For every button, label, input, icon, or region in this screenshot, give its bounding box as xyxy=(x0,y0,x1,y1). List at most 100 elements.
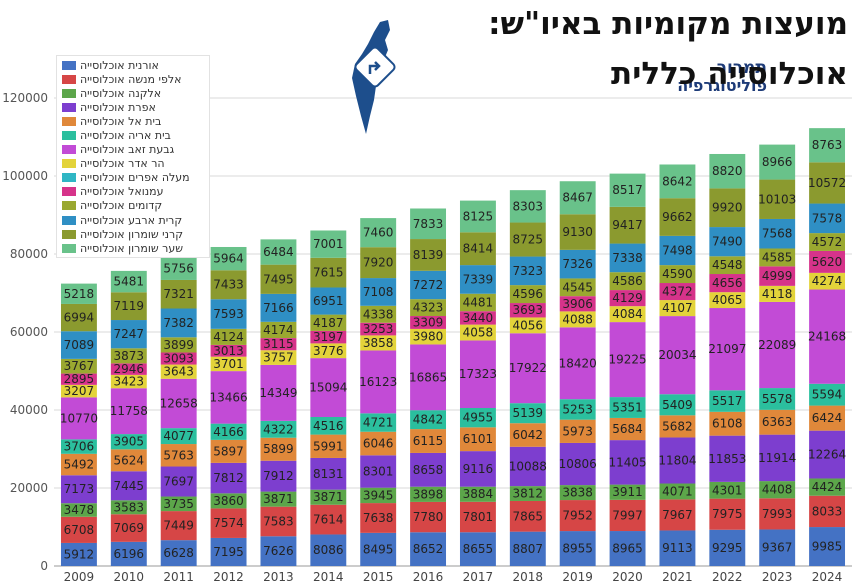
bar-segment xyxy=(609,206,646,244)
bar-segment xyxy=(310,534,347,566)
bar-segment xyxy=(709,227,746,257)
bar-segment xyxy=(310,287,347,315)
data-label: 4174 xyxy=(263,323,294,337)
bar-segment xyxy=(260,536,297,566)
x-tick-label: 2016 xyxy=(413,570,444,584)
data-label: 5991 xyxy=(313,439,344,453)
bar-segment xyxy=(609,243,646,273)
x-tick-label: 2024 xyxy=(812,570,843,584)
bar-segment xyxy=(509,222,546,257)
data-label: 3693 xyxy=(513,303,544,317)
bar-segment xyxy=(110,374,147,389)
bar-segment xyxy=(60,453,97,476)
data-label: 5481 xyxy=(114,275,145,289)
data-label: 3478 xyxy=(64,503,95,517)
bar-segment xyxy=(509,486,546,501)
bar-segment xyxy=(709,256,746,275)
bar-segment xyxy=(709,390,746,412)
data-label: 5409 xyxy=(662,398,693,412)
bar-segment xyxy=(310,358,347,417)
bar-segment xyxy=(709,411,746,436)
data-label: 3643 xyxy=(163,365,194,379)
data-label: 16865 xyxy=(409,370,447,384)
x-tick-label: 2009 xyxy=(64,570,95,584)
bar-segment xyxy=(759,179,796,219)
data-label: 3423 xyxy=(114,375,145,389)
data-label: 9116 xyxy=(463,462,494,476)
bar-segment xyxy=(709,188,746,228)
data-label: 4077 xyxy=(163,429,194,443)
data-label: 4999 xyxy=(762,269,793,283)
data-label: 3899 xyxy=(163,338,194,352)
x-tick-label: 2021 xyxy=(662,570,693,584)
data-label: 10088 xyxy=(509,459,547,473)
x-tick-label: 2019 xyxy=(562,570,593,584)
bar-segment xyxy=(210,344,247,357)
legend-item: אורנית אוכלוסייה xyxy=(57,58,209,72)
bar-segment xyxy=(509,317,546,334)
bar-segment xyxy=(459,532,496,566)
data-label: 5897 xyxy=(213,444,244,458)
legend-item: קדומים אוכלוסייה xyxy=(57,199,209,213)
data-label: 4338 xyxy=(363,307,394,321)
bar-segment xyxy=(210,493,247,509)
data-label: 4721 xyxy=(363,416,394,430)
data-label: 5253 xyxy=(562,402,593,416)
data-label: 7920 xyxy=(363,256,394,270)
bar-segment xyxy=(160,444,197,467)
data-label: 11914 xyxy=(758,451,796,465)
bar-segment xyxy=(759,388,796,410)
bar-segment xyxy=(609,290,646,307)
data-label: 8965 xyxy=(612,542,643,556)
data-label: 4129 xyxy=(612,291,643,305)
data-label: 7321 xyxy=(163,287,194,301)
bar-segment xyxy=(559,249,596,279)
bar-segment xyxy=(759,144,796,180)
bar-segment xyxy=(809,272,846,290)
bar-segment xyxy=(310,343,347,359)
bar-segment xyxy=(509,285,546,304)
data-label: 7119 xyxy=(114,299,145,313)
x-tick-label: 2012 xyxy=(213,570,244,584)
bar-segment xyxy=(210,328,247,345)
data-label: 21097 xyxy=(708,342,746,356)
bar-segment xyxy=(260,264,297,294)
bar-segment xyxy=(360,247,397,279)
bar-segment xyxy=(160,308,197,338)
data-label: 4301 xyxy=(712,483,743,497)
bar-segment xyxy=(410,208,447,240)
bar-segment xyxy=(410,429,447,453)
bar-segment xyxy=(659,394,696,416)
data-label: 7498 xyxy=(662,243,693,257)
data-label: 7449 xyxy=(163,519,194,533)
bar-segment xyxy=(809,430,846,479)
x-tick-label: 2010 xyxy=(114,570,145,584)
data-label: 5973 xyxy=(562,424,593,438)
bar-segment xyxy=(759,301,796,389)
data-label: 4166 xyxy=(213,425,244,439)
bar-segment xyxy=(559,419,596,443)
data-label: 8303 xyxy=(513,199,544,213)
data-label: 3812 xyxy=(513,487,544,501)
data-label: 10770 xyxy=(60,411,98,425)
bar-segment xyxy=(60,283,97,304)
data-label: 7812 xyxy=(213,471,244,485)
bar-segment xyxy=(160,540,197,566)
bar-segment xyxy=(60,439,97,454)
bar-segment xyxy=(809,250,846,273)
bar-segment xyxy=(360,322,397,336)
x-tick-label: 2022 xyxy=(712,570,743,584)
data-label: 3735 xyxy=(163,497,194,511)
data-label: 7247 xyxy=(114,327,145,341)
data-label: 22089 xyxy=(758,338,796,352)
legend-swatch xyxy=(62,131,76,141)
data-label: 6424 xyxy=(812,411,843,425)
data-label: 4372 xyxy=(662,285,693,299)
bar-segment xyxy=(709,308,746,391)
data-label: 9113 xyxy=(662,541,693,555)
data-label: 4322 xyxy=(263,422,294,436)
bar-segment xyxy=(459,265,496,294)
data-label: 12658 xyxy=(160,396,198,410)
bar-segment xyxy=(459,451,496,487)
data-label: 5218 xyxy=(64,287,95,301)
